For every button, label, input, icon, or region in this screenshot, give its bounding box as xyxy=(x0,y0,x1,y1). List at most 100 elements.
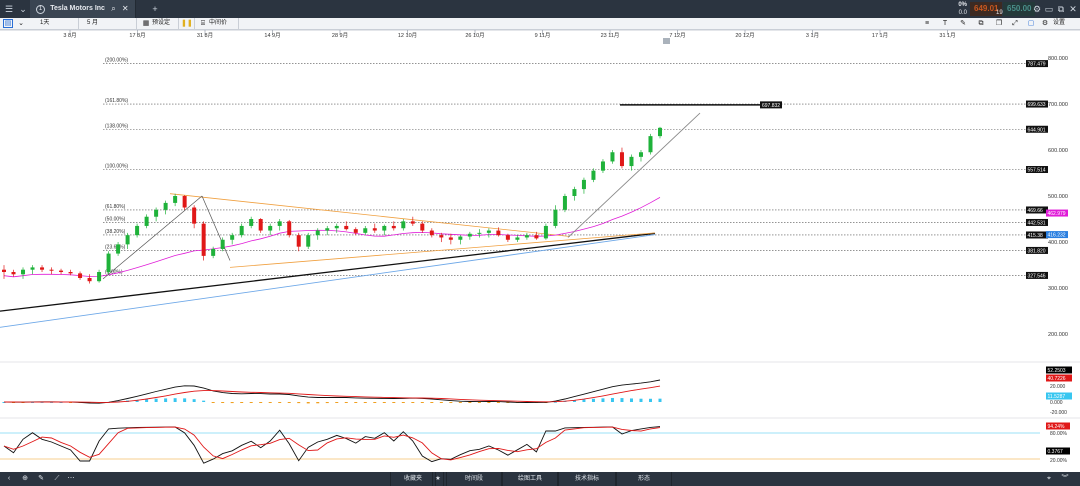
macd-histogram-bar xyxy=(325,402,329,404)
stoch-tag-label: 0.3767 xyxy=(1048,449,1064,455)
crosshair-icon[interactable]: ⊕ xyxy=(22,475,28,482)
candle-body xyxy=(239,225,244,236)
settings-button[interactable]: 设置 xyxy=(1053,20,1066,26)
fib-level-label: (38.20%) xyxy=(105,229,126,235)
chevron-left-icon[interactable]: ‹ xyxy=(7,475,11,482)
chevron-down-icon[interactable]: ⌄ xyxy=(18,20,24,27)
candle-body xyxy=(543,225,548,239)
candle-body xyxy=(78,273,83,278)
macd-tag-bg xyxy=(1046,374,1072,382)
candle-body xyxy=(59,270,64,272)
close-icon[interactable]: ✕ xyxy=(121,4,129,14)
predefined-button[interactable]: 预设定 xyxy=(152,20,171,26)
swing-leg-line xyxy=(102,195,203,280)
macd-tag-label: 40.7226 xyxy=(1048,376,1066,382)
candle-body xyxy=(249,219,254,226)
candle-body xyxy=(135,225,140,236)
candle-body xyxy=(144,216,149,226)
tab-number-badge: 1 xyxy=(36,4,45,14)
chart-type-icon[interactable]: ▤ xyxy=(3,19,13,28)
y-axis: 200.000 300.000 400.000 500.000 600.000 700.0… xyxy=(1048,56,1068,338)
draw-icon[interactable]: ✎ xyxy=(960,20,966,27)
candle-body xyxy=(220,239,225,249)
macd-histogram-bar xyxy=(639,398,643,402)
drawing-tools-tab[interactable]: 绘图工具 xyxy=(502,472,558,486)
x-tick-label: 17 1月 xyxy=(872,32,888,39)
time-period-tab[interactable]: 时间段 xyxy=(446,472,502,486)
gear-icon[interactable]: ⚙ xyxy=(1041,20,1049,27)
add-tab-icon[interactable]: + xyxy=(152,4,158,14)
settings-gear-icon[interactable]: ⚙ xyxy=(1032,4,1042,14)
chevron-down-icon[interactable]: ⌄ xyxy=(19,4,27,14)
timeframe-select[interactable]: 5 月 xyxy=(87,20,99,26)
macd-histogram-bar xyxy=(468,402,472,403)
pencil-icon[interactable]: ✎ xyxy=(38,475,44,482)
macd-histogram-bar xyxy=(154,398,158,402)
fib-level-label: (23.60%) xyxy=(105,244,126,250)
fibonacci-levels: (0.00%) (23.60%) (38.20%) (50.00%) (61.80%) (… xyxy=(103,58,1030,276)
price-tag-bg xyxy=(1026,231,1048,239)
trendline-icon[interactable]: ⟋ xyxy=(54,475,60,482)
triangle-upper-line xyxy=(169,193,571,237)
shapes-tab[interactable]: 形态 xyxy=(616,472,672,486)
chat-icon[interactable]: ▢ xyxy=(1027,20,1035,27)
macd-histogram-bar xyxy=(278,402,282,403)
instrument-tab[interactable]: 1 Tesla Motors Inc ⌕ ✕ xyxy=(30,0,136,18)
macd-tag-label: 11.5287 xyxy=(1048,394,1066,400)
price-chart[interactable]: 3 8月 17 8月 31 8月 14 9月 28 9月 12 10月 26 10月 9 11… xyxy=(0,30,1080,472)
indicators-tab[interactable]: 技术指标 xyxy=(558,472,616,486)
price-tag-label: 699.633 xyxy=(1028,102,1046,108)
copy-icon[interactable]: ❐ xyxy=(995,20,1003,27)
magenta-ma-line xyxy=(3,197,661,278)
candle-body xyxy=(629,156,634,167)
pause-icon[interactable]: ❚❚ xyxy=(181,20,193,27)
bid-price[interactable]: 649.01 xyxy=(970,2,1003,16)
macd-histogram-bar xyxy=(420,402,424,403)
window-icon[interactable]: ▭ xyxy=(1044,4,1054,14)
midprice-button[interactable]: 中间价 xyxy=(209,20,228,26)
y-tick-label: 500.000 xyxy=(1048,194,1068,200)
macd-histogram-bar xyxy=(439,402,443,403)
alert-icon[interactable]: ≡ xyxy=(924,20,930,27)
candle-body xyxy=(268,225,273,231)
candle-body xyxy=(201,223,206,256)
menu-icon[interactable]: ☰ xyxy=(4,4,14,14)
x-tick-label: 3 8月 xyxy=(63,32,76,39)
price-tag-label: 557.514 xyxy=(1028,168,1046,174)
y-tick-label: 600.000 xyxy=(1048,148,1068,154)
collapse-icon[interactable]: ︾ xyxy=(1061,475,1069,482)
toolbar-divider xyxy=(238,18,239,29)
popout-icon[interactable]: ⧉ xyxy=(1057,4,1065,14)
price-tag-label: 327.546 xyxy=(1028,273,1046,279)
toolbar-divider xyxy=(136,18,137,29)
x-tick-label: 31 8月 xyxy=(197,32,213,39)
stoch-level-label: 80.00% xyxy=(1050,431,1068,437)
magnet-icon[interactable]: ⋯ xyxy=(67,475,75,482)
candle-body xyxy=(496,230,501,236)
bottom-bar: ‹ ⊕ ✎ ⟋ ⋯ 收藏夹 ★ 时间段 绘图工具 技术指标 形态 ⌖ ︾ xyxy=(0,472,1080,486)
ask-price[interactable]: 650.00 xyxy=(1003,2,1036,16)
candle-icon[interactable]: ⌸ xyxy=(200,20,206,27)
macd-histogram-bar xyxy=(2,402,6,403)
macd-histogram-bar xyxy=(620,398,624,402)
window-close-icon[interactable]: ✕ xyxy=(1069,4,1077,14)
pin-icon[interactable]: ⌖ xyxy=(1047,475,1051,482)
text-tool-icon[interactable]: T xyxy=(942,20,948,27)
layers-icon[interactable]: ⧉ xyxy=(978,20,984,27)
macd-histogram-bar xyxy=(211,402,215,403)
candle-body xyxy=(658,127,662,137)
candle-body xyxy=(439,235,444,238)
layout-icon[interactable]: ▦ xyxy=(142,20,150,27)
search-icon[interactable]: ⌕ xyxy=(111,4,116,14)
star-icon[interactable]: ★ xyxy=(432,472,444,486)
macd-histogram-bar xyxy=(344,402,348,403)
macd-histogram-bar xyxy=(287,402,291,403)
favorites-tab[interactable]: 收藏夹 xyxy=(390,472,436,486)
x-tick-label: 31 1月 xyxy=(939,32,955,39)
macd-histogram-bar xyxy=(449,402,453,403)
fullscreen-icon[interactable]: ⤢ xyxy=(1012,20,1018,27)
interval-select[interactable]: 1天 xyxy=(40,20,50,26)
macd-histogram-bar xyxy=(601,398,605,402)
candle-body xyxy=(486,230,491,233)
price-tag-label: 381.820 xyxy=(1028,248,1046,254)
